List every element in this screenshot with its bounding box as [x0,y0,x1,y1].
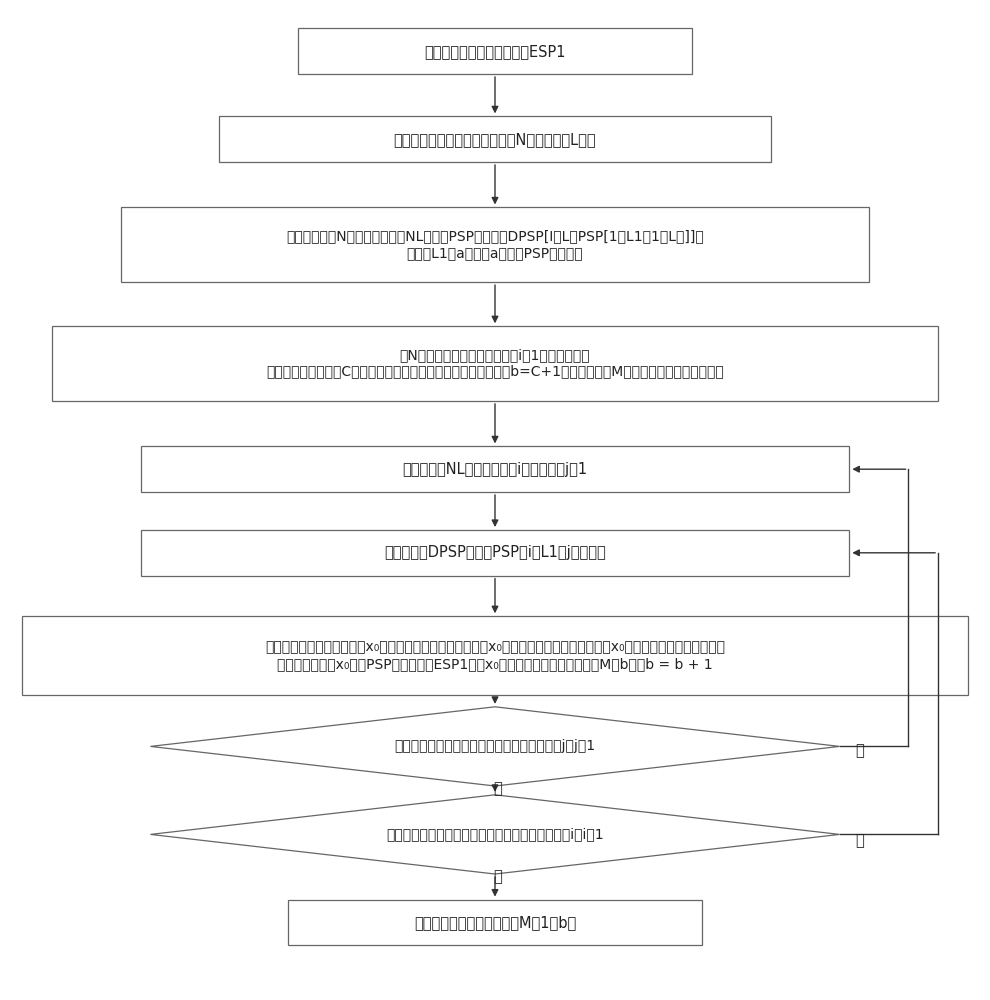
Bar [23,616,967,695]
Text: 给管道节点和支路编号（节点为N个和支路为L条）: 给管道节点和支路编号（节点为N个和支路为L条） [394,132,596,147]
Text: 如果还有支路没有被选取，就选择下一条支路j＝j＋1: 如果还有支路没有被选取，就选择下一条支路j＝j＋1 [394,739,596,753]
Polygon shape [150,707,840,786]
Text: 否: 否 [494,781,502,796]
Bar [121,207,869,282]
Text: 从关联矩阵NL中选择与节点i相邻的支路j＝1: 从关联矩阵NL中选择与节点i相邻的支路j＝1 [403,462,587,477]
Bar [52,326,938,401]
Bar [220,116,770,162]
Text: 建立管道节点N和支路关联矩阵NL，支路PSP分布数据DPSP[I；L；PSP[1；L1（1；L）]]，
其中，L1（a）代表a支路的PSP数据长度: 建立管道节点N和支路关联矩阵NL，支路PSP分布数据DPSP[I；L；PSP[1… [286,230,704,260]
Bar [141,446,849,492]
Bar [298,28,692,74]
Bar [141,530,849,576]
Polygon shape [150,795,840,874]
Bar [288,900,702,945]
Text: 如果还有其它节点没有被选取，就选择下一条节点i＝i＋1: 如果还有其它节点没有被选取，就选择下一条节点i＝i＋1 [386,827,604,841]
Text: 从分布数据DPSP中取其PSP（i；L1（j））数据: 从分布数据DPSP中取其PSP（i；L1（j））数据 [384,545,606,560]
Text: 对于管道中间点，如果在点x₀左侧（或右侧）单调增加而在x₀右侧（或左侧）单调减少，其x₀点就是疑似地磁暴灾害点。
进一步，如果在x₀点处PSP值大于阈值ESP1: 对于管道中间点，如果在点x₀左侧（或右侧）单调增加而在x₀右侧（或左侧）单调减少… [265,641,725,671]
Text: 是: 是 [855,743,863,758]
Text: 是: 是 [855,833,863,848]
Text: 给定地磁暴灾害突变点阈值ESP1: 给定地磁暴灾害突变点阈值ESP1 [425,44,565,59]
Text: 输出管道地磁暴灾害点矩阵M（1；b）: 输出管道地磁暴灾害点矩阵M（1；b） [414,915,576,930]
Text: 否: 否 [494,869,502,884]
Text: 从N个节点中选定任意一个节点i＝1作为初始点，
定义管网端点个数为C，管网端点是地磁暴灾害突变点，所以，让b=C+1，同时，定义M矩阵存储地磁暴灾害突变点: 从N个节点中选定任意一个节点i＝1作为初始点， 定义管网端点个数为C，管网端点是… [266,348,724,379]
